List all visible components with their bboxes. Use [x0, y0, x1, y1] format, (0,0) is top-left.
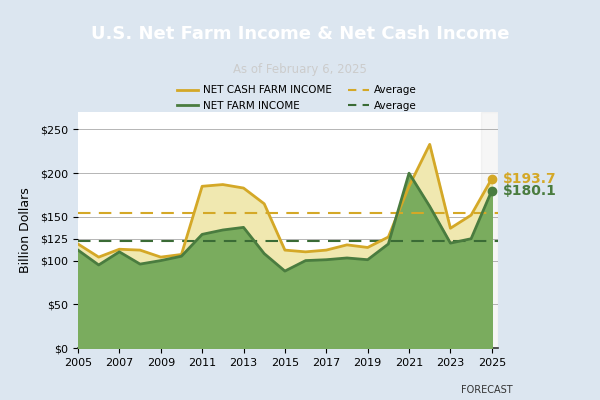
Text: FORECAST: FORECAST — [461, 385, 512, 395]
Bar — [481, 112, 498, 348]
Text: $180.1: $180.1 — [503, 184, 557, 198]
Y-axis label: Billion Dollars: Billion Dollars — [19, 187, 32, 273]
Text: U.S. Net Farm Income & Net Cash Income: U.S. Net Farm Income & Net Cash Income — [91, 25, 509, 43]
Text: $193.7: $193.7 — [503, 172, 557, 186]
Text: As of February 6, 2025: As of February 6, 2025 — [233, 63, 367, 76]
Legend: NET CASH FARM INCOME, NET FARM INCOME, Average, Average: NET CASH FARM INCOME, NET FARM INCOME, A… — [173, 81, 421, 115]
